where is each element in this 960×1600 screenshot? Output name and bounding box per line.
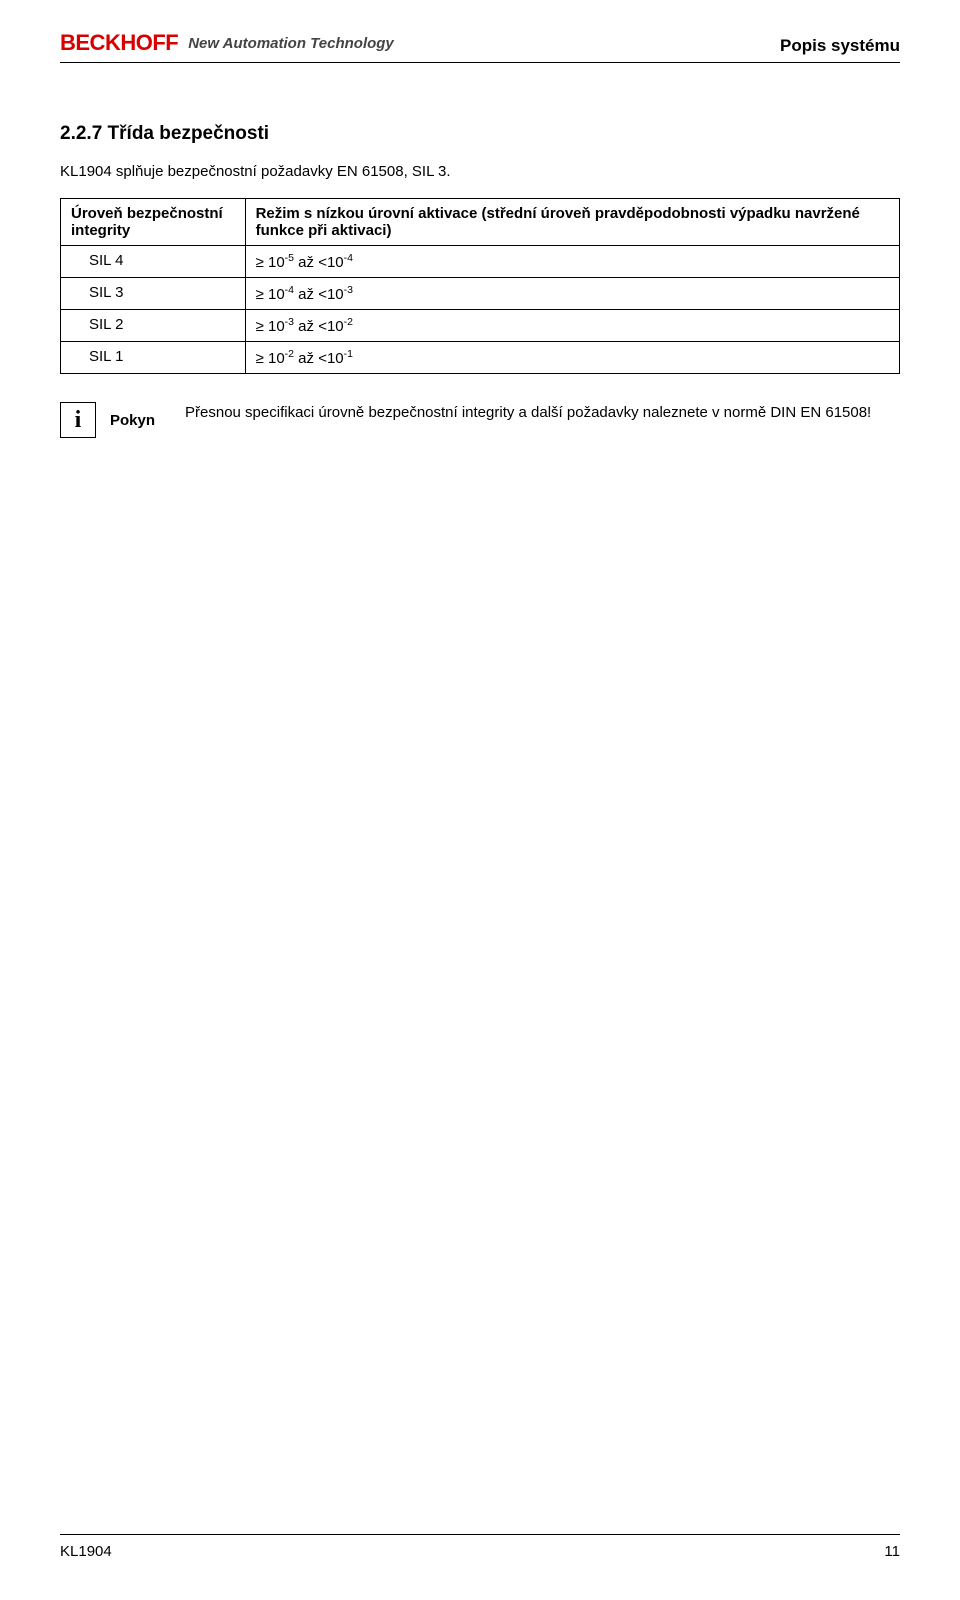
- sil-label: SIL 4: [61, 246, 246, 278]
- logo-tagline: New Automation Technology: [188, 35, 394, 52]
- table-row: SIL 1≥ 10-2 až <10-1: [61, 342, 900, 374]
- intro-text: KL1904 splňuje bezpečnostní požadavky EN…: [60, 163, 900, 180]
- logo-text: BECKHOFF: [60, 30, 178, 56]
- sil-table: Úroveň bezpečnostní integrity Režim s ní…: [60, 198, 900, 374]
- sil-value: ≥ 10-4 až <10-3: [245, 278, 899, 310]
- table-header-col2: Režim s nízkou úrovní aktivace (střední …: [245, 199, 899, 246]
- page-header: BECKHOFF New Automation Technology Popis…: [60, 30, 900, 63]
- page-footer: KL1904 11: [60, 1534, 900, 1560]
- note-text: Přesnou specifikaci úrovně bezpečnostní …: [185, 402, 871, 423]
- footer-left: KL1904: [60, 1543, 112, 1560]
- note-label: Pokyn: [110, 412, 155, 429]
- sil-value: ≥ 10-3 až <10-2: [245, 310, 899, 342]
- info-icon: i: [60, 402, 96, 438]
- sil-value: ≥ 10-2 až <10-1: [245, 342, 899, 374]
- note-block: i Pokyn Přesnou specifikaci úrovně bezpe…: [60, 402, 900, 438]
- table-row: SIL 2≥ 10-3 až <10-2: [61, 310, 900, 342]
- header-section-title: Popis systému: [780, 36, 900, 56]
- sil-value: ≥ 10-5 až <10-4: [245, 246, 899, 278]
- logo-block: BECKHOFF New Automation Technology: [60, 30, 394, 56]
- section-heading: 2.2.7 Třída bezpečnosti: [60, 123, 900, 145]
- table-row: SIL 3≥ 10-4 až <10-3: [61, 278, 900, 310]
- sil-label: SIL 2: [61, 310, 246, 342]
- sil-label: SIL 1: [61, 342, 246, 374]
- footer-page-number: 11: [884, 1543, 900, 1560]
- sil-label: SIL 3: [61, 278, 246, 310]
- table-header-col1: Úroveň bezpečnostní integrity: [61, 199, 246, 246]
- table-row: SIL 4≥ 10-5 až <10-4: [61, 246, 900, 278]
